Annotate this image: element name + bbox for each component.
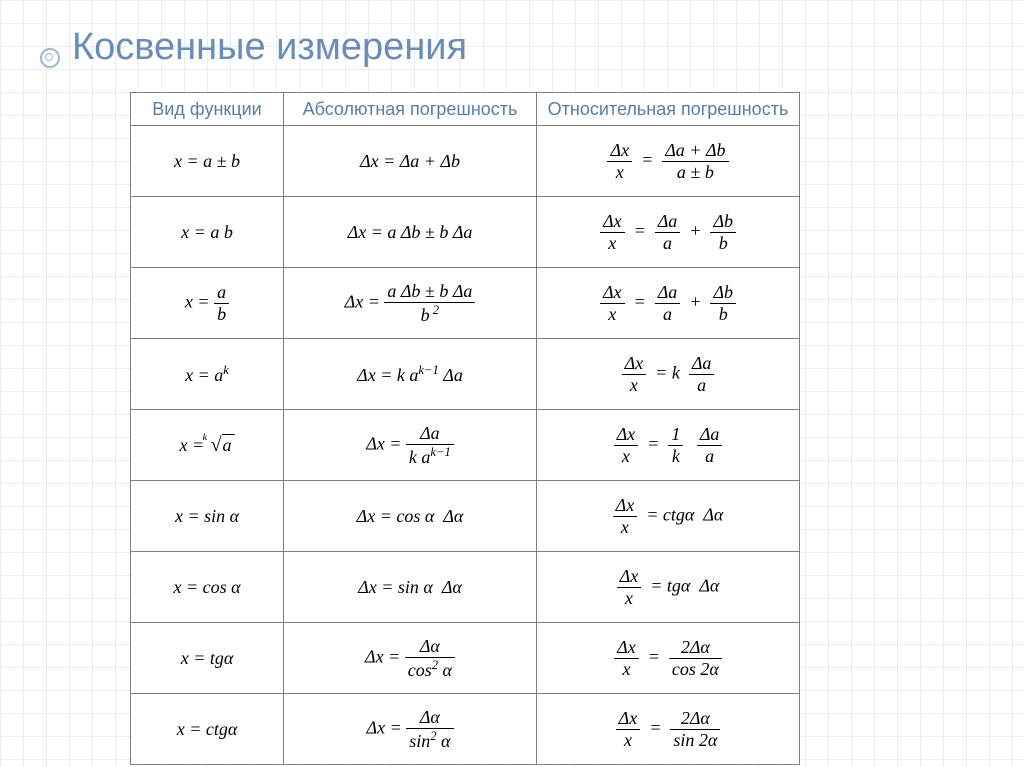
cell: x = ab	[131, 268, 284, 339]
cell: x = tgα	[131, 623, 284, 694]
th-function: Вид функции	[131, 93, 284, 126]
table-header-row: Вид функции Абсолютная погрешность Относ…	[131, 93, 800, 126]
cell: x = a ± b	[131, 126, 284, 197]
title-bullet	[40, 48, 60, 68]
cell: x = ctgα	[131, 694, 284, 765]
cell: x = cos α	[131, 552, 284, 623]
table-row: x = sin α Δx = cos α Δα Δxx = ctgα Δα	[131, 481, 800, 552]
table-row: x = a b Δx = a Δb ± b Δa Δxx = Δaa + Δbb	[131, 197, 800, 268]
th-relative: Относительная погрешность	[537, 93, 800, 126]
th-absolute: Абсолютная погрешность	[284, 93, 537, 126]
cell: Δxx = 2Δαsin 2α	[537, 694, 800, 765]
page-title: Косвенные измерения	[72, 26, 467, 69]
table-row: x = cos α Δx = sin α Δα Δxx = tgα Δα	[131, 552, 800, 623]
cell: Δx = Δak ak−1	[284, 410, 537, 481]
table-row: x = tgα Δx = Δαcos2 α Δxx = 2Δαcos 2α	[131, 623, 800, 694]
cell: Δxx = 2Δαcos 2α	[537, 623, 800, 694]
cell: Δx = a Δb ± b Δa	[284, 197, 537, 268]
cell: Δx = a Δb ± b Δab 2	[284, 268, 537, 339]
cell: Δxx = Δaa + Δbb	[537, 197, 800, 268]
cell: Δx = cos α Δα	[284, 481, 537, 552]
cell: Δx = k ak−1 Δa	[284, 339, 537, 410]
cell: x = a b	[131, 197, 284, 268]
cell: Δx = Δαcos2 α	[284, 623, 537, 694]
error-table: Вид функции Абсолютная погрешность Относ…	[130, 92, 800, 765]
cell: Δx = Δa + Δb	[284, 126, 537, 197]
cell: Δxx = 1k Δaa	[537, 410, 800, 481]
cell: Δxx = Δaa + Δbb	[537, 268, 800, 339]
cell: Δxx = tgα Δα	[537, 552, 800, 623]
cell: x = ak	[131, 339, 284, 410]
cell: x = sin α	[131, 481, 284, 552]
table-row: x = k√a Δx = Δak ak−1 Δxx = 1k Δaa	[131, 410, 800, 481]
table-row: x = a ± b Δx = Δa + Δb Δxx = Δa + Δba ± …	[131, 126, 800, 197]
table-row: x = ab Δx = a Δb ± b Δab 2 Δxx = Δaa + Δ…	[131, 268, 800, 339]
cell: Δx = sin α Δα	[284, 552, 537, 623]
cell: x = k√a	[131, 410, 284, 481]
cell: Δxx = Δa + Δba ± b	[537, 126, 800, 197]
table-row: x = ctgα Δx = Δαsin2 α Δxx = 2Δαsin 2α	[131, 694, 800, 765]
cell: Δxx = k Δaa	[537, 339, 800, 410]
cell: Δxx = ctgα Δα	[537, 481, 800, 552]
table-row: x = ak Δx = k ak−1 Δa Δxx = k Δaa	[131, 339, 800, 410]
cell: Δx = Δαsin2 α	[284, 694, 537, 765]
